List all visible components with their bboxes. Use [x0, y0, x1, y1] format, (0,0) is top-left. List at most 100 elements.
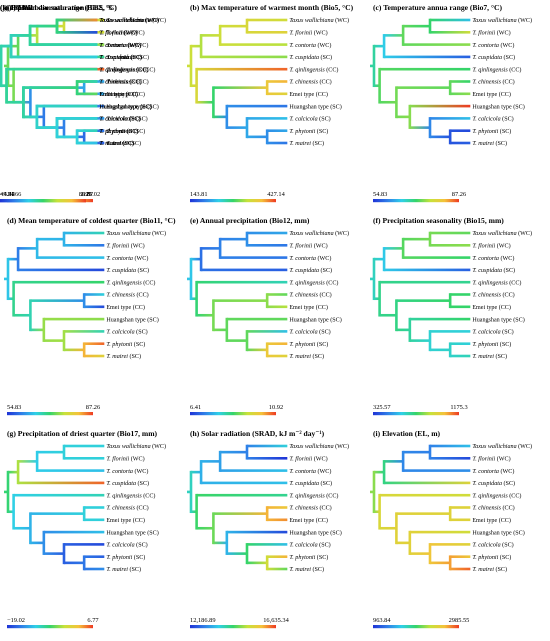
taxon-label: T. qinlingensis (CC): [472, 66, 521, 73]
scale-max-label: 89.57: [79, 191, 94, 198]
tree-branch: [43, 552, 64, 555]
taxon-label: T. contorta (WC): [472, 468, 514, 475]
tree-branch: [196, 100, 214, 104]
tree-branch: [396, 299, 451, 302]
taxon-label: T. qinlingensis (CC): [289, 66, 338, 73]
taxon-label: T. qinlingensis (CC): [106, 279, 155, 286]
tree-branch: [220, 256, 288, 259]
taxon-label: Emei type (CC): [289, 304, 328, 311]
taxon-label: T. mairei (SC): [106, 353, 141, 360]
tree-branch: [64, 543, 105, 546]
tree-branch: [8, 470, 19, 474]
tree-branch: [196, 493, 288, 497]
taxon-label: T. chinensis (CC): [472, 79, 514, 86]
tree-branch: [77, 80, 98, 83]
taxon-label: T. phytonii (SC): [289, 341, 328, 348]
tree-branch: [450, 141, 471, 145]
color-scale-bar: [373, 412, 459, 416]
tree-branch: [450, 567, 471, 571]
taxon-label: T. calcicola (SC): [99, 116, 140, 123]
tree-branch: [450, 518, 471, 522]
tree-branch: [409, 552, 430, 555]
tree-branch: [430, 543, 471, 546]
taxon-label: T. mairei (SC): [289, 353, 324, 360]
tree-branch: [1, 44, 12, 48]
taxon-label: T. calcicola (SC): [106, 116, 147, 123]
tree-branch: [450, 293, 471, 296]
scale-max-label: 1175.3: [450, 404, 467, 411]
panel-title: (f) Precipitation seasonality (Bio15, mm…: [373, 216, 504, 225]
taxon-label: T. florinii (WC): [99, 30, 137, 37]
tree-branch: [409, 339, 430, 342]
tree-branch: [409, 530, 471, 534]
taxon-label: Huangshan type (SC): [289, 529, 341, 536]
tree-branch: [196, 526, 214, 530]
tree-branch: [267, 141, 288, 145]
tree-branch: [57, 18, 98, 22]
taxon-label: T. phytonii (SC): [99, 128, 138, 135]
tree-branch: [384, 268, 471, 272]
scale-max-label: 87.26: [86, 404, 100, 411]
tree-branch: [213, 86, 268, 89]
tree-branch: [84, 293, 105, 296]
taxon-label: Emei type (CC): [472, 91, 511, 98]
tree-branch: [430, 18, 471, 22]
taxon-label: T. qinlingensis (CC): [289, 492, 338, 499]
panel-title: (g) Precipitation of driest quarter (Bio…: [7, 429, 158, 438]
tree-branch: [374, 470, 385, 474]
taxon-label: T. phytonii (SC): [472, 554, 511, 561]
scale-max-label: 2985.55: [449, 617, 470, 624]
tree-branch: [247, 561, 268, 565]
tree-branch: [226, 552, 247, 555]
tree-branch: [11, 34, 31, 37]
tree-branch: [430, 31, 471, 34]
taxon-label: T. florinii (WC): [289, 30, 327, 37]
taxon-label: Huangshan type (SC): [289, 103, 341, 110]
taxon-label: Taxus wallichiana (WC): [472, 443, 532, 450]
tree-branch: [430, 457, 471, 460]
scale-max-label: 10.92: [269, 404, 283, 411]
taxon-label: Huangshan type (SC): [472, 316, 524, 323]
tree-branch: [409, 317, 471, 321]
tree-branch: [384, 481, 471, 485]
tree-panel: (e) Annual precipitation (Bio12, mm) Taxu…: [187, 216, 349, 416]
tree-branch: [450, 92, 471, 96]
tree-branch: [450, 555, 471, 558]
tree-branch: [57, 117, 98, 120]
taxon-label: T. cuspidata (SC): [106, 267, 149, 274]
tree-panel: (i) Elevation (EL, m) Taxus wallichiana (…: [370, 429, 532, 629]
taxon-label: T. qinlingensis (CC): [99, 66, 148, 73]
taxon-label: T. contorta (WC): [99, 42, 141, 49]
tree-branch: [374, 510, 380, 514]
taxon-label: T. contorta (WC): [289, 468, 331, 475]
tree-panel: (f) Precipitation seasonality (Bio15, mm…: [370, 216, 532, 416]
tree-branch: [213, 541, 227, 545]
tree-branch: [430, 330, 471, 333]
tree-panel: (g) Precipitation of driest quarter (Bio…: [4, 429, 166, 629]
scale-min-label: 54.83: [373, 191, 387, 198]
tree-root: [4, 64, 8, 68]
scale-max-label: 6.77: [87, 617, 99, 624]
tree-branches: [4, 231, 105, 358]
scale-max-label: 16,635.34: [263, 617, 289, 624]
tree-branch: [267, 354, 288, 358]
tree-branch: [64, 330, 105, 333]
taxon-label: Emei type (CC): [289, 517, 328, 524]
taxon-label: T. mairei (SC): [99, 140, 134, 147]
taxon-label: Taxus wallichiana (WC): [472, 230, 532, 237]
tree-branches: [187, 444, 288, 571]
taxon-label: Taxus wallichiana (WC): [99, 17, 159, 24]
tree-branch: [43, 317, 105, 321]
tree-root: [187, 490, 191, 494]
tree-branch: [247, 31, 288, 34]
tree-branch: [64, 561, 85, 565]
taxon-label: Huangshan type (SC): [106, 316, 158, 323]
taxon-label: Emei type (CC): [472, 304, 511, 311]
taxon-label: Emei type (CC): [106, 304, 145, 311]
tree-panel: (m) PCA2 Taxus wallichiana (WC) T. florini…: [0, 3, 159, 203]
tree-branch: [37, 237, 64, 241]
tree-branch: [37, 256, 105, 259]
tree-branch: [403, 237, 430, 241]
tree-panel: (h) Solar radiation (SRAD, kJ m⁻² day⁻¹)…: [187, 429, 349, 629]
